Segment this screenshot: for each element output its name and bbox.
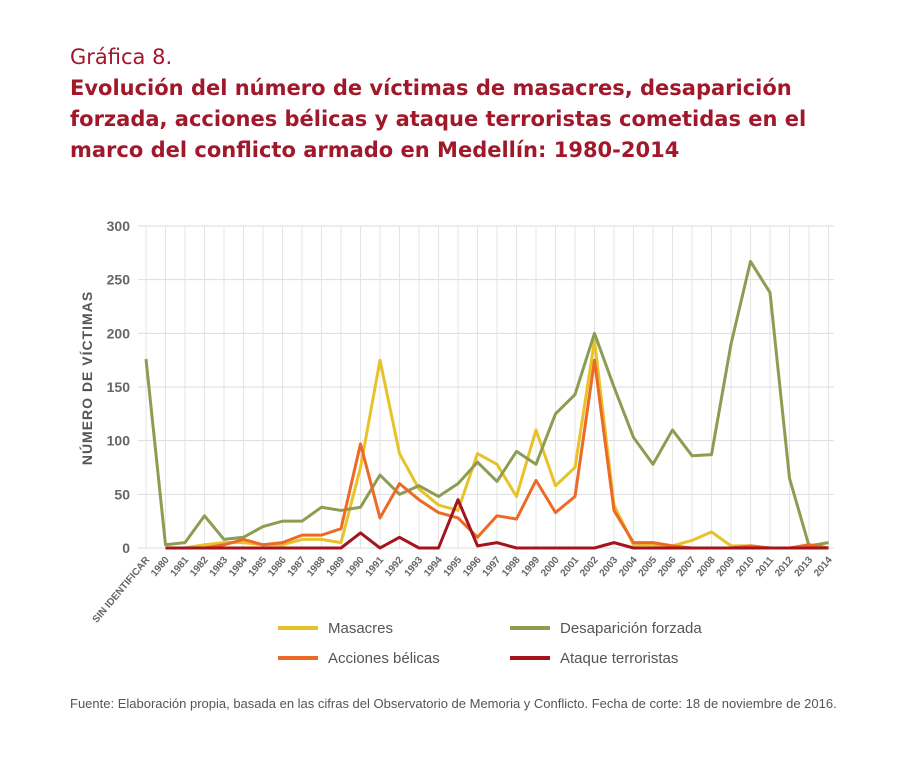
x-tick-label: 1990: [344, 555, 367, 579]
x-tick-label: 2000: [539, 555, 562, 579]
source-note: Fuente: Elaboración propia, basada en la…: [70, 696, 837, 711]
series-line: [165, 498, 829, 550]
x-tick-label: 1980: [149, 555, 172, 579]
y-tick-label: 50: [114, 486, 130, 502]
x-tick-label: 1998: [500, 555, 523, 579]
x-tick-label: 1986: [266, 555, 289, 579]
x-tick-label: 2005: [637, 555, 660, 579]
y-tick-label: 150: [107, 379, 131, 395]
x-tick-label: 2004: [617, 555, 640, 579]
x-tick-label: 2010: [734, 555, 757, 579]
x-tick-label: 1992: [383, 555, 406, 579]
x-tick-label: 2013: [793, 555, 816, 579]
chart-kicker: Gráfica 8.: [70, 45, 173, 69]
chart-title: Evolución del número de víctimas de masa…: [70, 76, 807, 162]
x-tick-label: 2003: [598, 555, 621, 579]
x-tick-label: 1982: [188, 555, 211, 579]
x-tick-label: 1987: [286, 555, 309, 579]
x-tick-label: 1984: [227, 555, 250, 579]
series-line: [144, 259, 829, 548]
x-tick-label: 1997: [481, 555, 504, 579]
y-tick-label: 250: [107, 272, 131, 288]
legend-label: Masacres: [328, 620, 393, 637]
y-tick-label: 100: [107, 433, 131, 449]
legend-label: Ataque terroristas: [560, 650, 678, 667]
x-tick-label: 1996: [461, 555, 484, 579]
legend-label: Desaparición forzada: [560, 620, 702, 637]
x-tick-label: 1988: [305, 555, 328, 579]
x-tick-label: SIN IDENTIFICAR: [91, 554, 153, 625]
x-tick-label: 2002: [578, 555, 601, 579]
y-tick-label: 200: [107, 325, 131, 341]
x-tick-label: 1993: [403, 555, 426, 579]
x-tick-label: 2001: [559, 555, 582, 579]
y-axis-label: NÚMERO DE VÍCTIMAS: [78, 291, 95, 465]
x-tick-label: 2014: [812, 555, 835, 579]
x-tick-label: 2007: [676, 555, 699, 579]
x-tick-label: 2008: [695, 555, 718, 579]
chart: NÚMERO DE VÍCTIMAS 0 50 100 150 200 250 300 SIN…: [78, 218, 835, 667]
y-tick-label: 300: [107, 218, 131, 234]
legend-label: Acciones bélicas: [328, 650, 440, 667]
y-tick-label: 0: [122, 540, 130, 556]
x-tick-label: 1999: [520, 555, 543, 579]
x-tick-label: 1981: [169, 555, 192, 579]
x-tick-label: 1994: [422, 555, 445, 579]
x-tick-label: 1991: [364, 555, 387, 579]
x-tick-label: 1989: [325, 555, 348, 579]
x-tick-label: 1983: [208, 555, 231, 579]
x-tick-label: 2012: [773, 555, 796, 579]
x-tick-label: 2006: [656, 555, 679, 579]
x-tick-label: 1985: [247, 555, 270, 579]
x-tick-label: 1995: [442, 555, 465, 579]
x-tick-label: 2011: [754, 555, 777, 579]
x-tick-label: 2009: [715, 555, 738, 579]
